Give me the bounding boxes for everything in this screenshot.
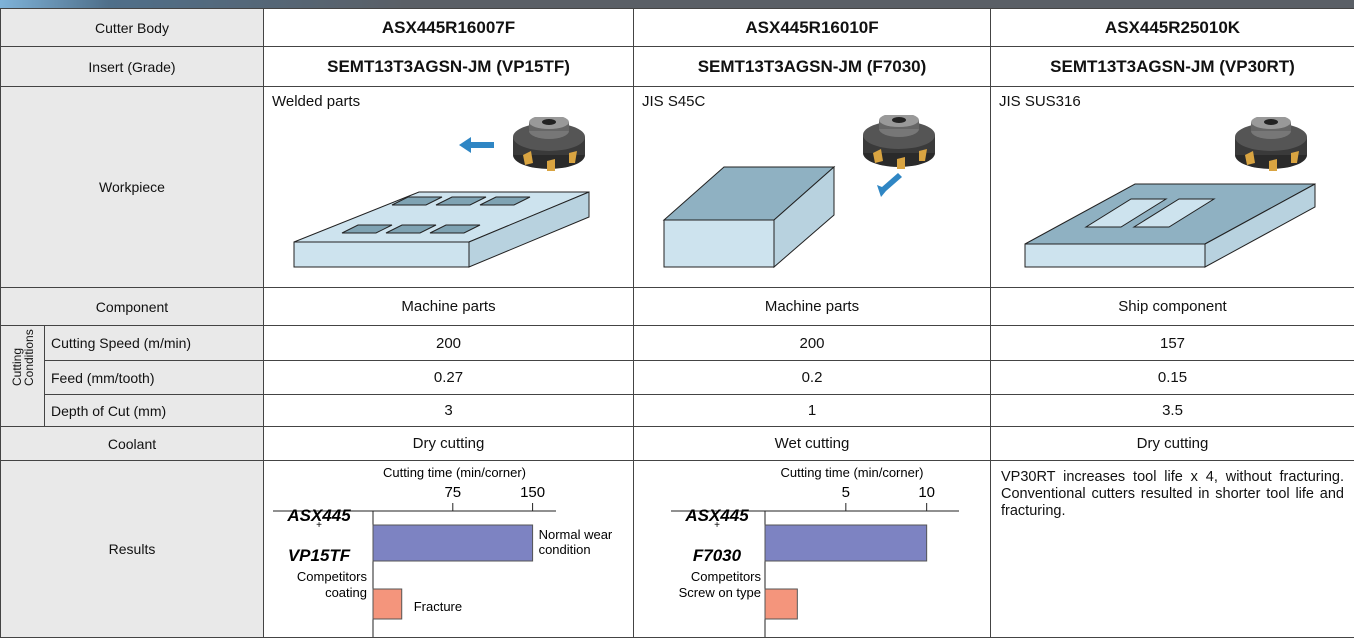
row-label: Insert (Grade): [0, 46, 264, 87]
cell: JIS S45C: [633, 86, 991, 288]
bar-name: Competitors: [691, 569, 762, 584]
cell: Machine parts: [263, 287, 634, 326]
plus-label: +: [316, 520, 322, 531]
cell: 0.15: [990, 360, 1354, 395]
tick-label: 150: [520, 484, 545, 501]
row-label: Feed (mm/tooth): [44, 360, 264, 395]
comparison-table: Cutter Body ASX445R16007F ASX445R16010F …: [0, 8, 1354, 638]
illustration: [662, 115, 935, 269]
axis-label: Cutting time (min/corner): [383, 465, 526, 480]
brand-label: ASX445: [286, 506, 351, 525]
cell: 157: [990, 325, 1354, 361]
cell: Ship component: [990, 287, 1354, 326]
bar: [372, 588, 403, 620]
cell: Dry cutting: [263, 426, 634, 461]
cell-text: Welded parts: [272, 93, 361, 110]
cell: SEMT13T3AGSN-JM (F7030): [633, 46, 991, 87]
row-label: Depth of Cut (mm): [44, 394, 264, 427]
cell: ASX445R16010F: [633, 8, 991, 47]
row-label: Workpiece: [0, 86, 264, 288]
cell: Dry cutting: [990, 426, 1354, 461]
tick-label: 75: [444, 484, 461, 501]
top-bar: [0, 0, 1354, 8]
cell-text: JIS S45C: [642, 93, 706, 110]
brand-label: ASX445: [684, 506, 749, 525]
bar-annotation: Fracture: [414, 599, 462, 614]
axis-label: Cutting time (min/corner): [780, 465, 923, 480]
plus-label: +: [714, 520, 720, 531]
cell: 1: [633, 394, 991, 427]
cell: 200: [633, 325, 991, 361]
cell: 200: [263, 325, 634, 361]
bar-chart: Cutting time (min/corner) 5 10 ASX445+ F7030…: [671, 465, 959, 637]
bar: [764, 524, 928, 562]
cell: ASX445R16007F: [263, 8, 634, 47]
cell-text: JIS SUS316: [999, 93, 1081, 110]
cell: 3.5: [990, 394, 1354, 427]
cell: Machine parts: [633, 287, 991, 326]
cell: Cutting time (min/corner) 5 10 ASX445 + F7030…: [633, 460, 991, 638]
bar: [372, 524, 534, 562]
bar-name: Competitors: [297, 569, 368, 584]
bar-chart: Cutting time (min/corner) 75 150 ASX445+ VP1…: [273, 465, 613, 637]
row-label: Coolant: [0, 426, 264, 461]
tick-label: 5: [842, 484, 850, 501]
cell: Cutting time (min/corner) 75 150 ASX445 + VP1…: [263, 460, 634, 638]
illustration: [293, 117, 590, 268]
row-label: Cutter Body: [0, 8, 264, 47]
brand-label: VP15TF: [288, 546, 351, 565]
group-label: Cutting Conditions: [0, 325, 45, 427]
cell: SEMT13T3AGSN-JM (VP30RT): [990, 46, 1354, 87]
cell: 0.2: [633, 360, 991, 395]
bar-annotation: Normal wear: [539, 527, 613, 542]
bar-name: Screw on type: [679, 585, 761, 600]
cell: 3: [263, 394, 634, 427]
tick-label: 10: [918, 484, 935, 501]
row-label: Results: [0, 460, 264, 638]
cell: JIS SUS316: [990, 86, 1354, 288]
illustration: [1024, 117, 1316, 268]
cell: 0.27: [263, 360, 634, 395]
bar-name: coating: [325, 585, 367, 600]
row-label: Component: [0, 287, 264, 326]
brand-label: F7030: [693, 546, 742, 565]
cell: SEMT13T3AGSN-JM (VP15TF): [263, 46, 634, 87]
cell: ASX445R25010K: [990, 8, 1354, 47]
bar: [764, 588, 798, 620]
cell: Wet cutting: [633, 426, 991, 461]
bar-annotation: condition: [539, 542, 591, 557]
group-label-line: Conditions: [21, 329, 36, 386]
cell: VP30RT increases tool life x 4, without …: [990, 460, 1354, 638]
row-label: Cutting Speed (m/min): [44, 325, 264, 361]
cell: Welded parts: [263, 86, 634, 288]
